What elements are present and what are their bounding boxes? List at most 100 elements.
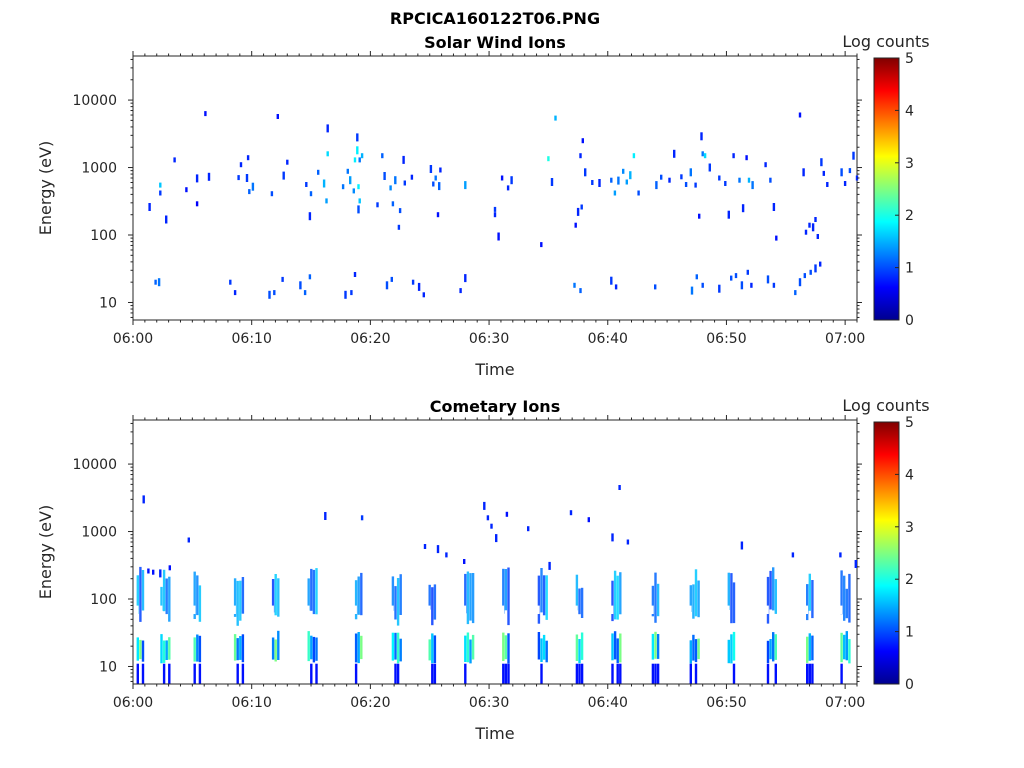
heatmap-cell (502, 663, 505, 684)
heatmap-cell (808, 663, 811, 684)
heatmap-cell (207, 172, 211, 181)
heatmap-cell (277, 578, 280, 617)
heatmap-cell (417, 282, 421, 291)
heatmap-cell (354, 580, 358, 620)
heatmap-cell (433, 584, 437, 620)
colorbar-tick-label: 2 (905, 572, 914, 588)
y-axis-ticks-1: 10 100 1000 10000 (72, 58, 862, 318)
heatmap-cell (840, 663, 843, 684)
x-tick-label: 07:00 (825, 331, 865, 347)
heatmap-cell (307, 631, 310, 662)
heatmap-cell (791, 552, 795, 558)
heatmap-cell (353, 157, 357, 163)
x-axis-label-2: Time (474, 724, 514, 743)
heatmap-cell (689, 663, 692, 684)
heatmap-cell (315, 568, 318, 615)
heatmap-cell (305, 182, 308, 187)
heatmap-cell (843, 634, 846, 660)
heatmap-cell (724, 181, 727, 186)
heatmap-cell (611, 633, 614, 661)
heatmap-cell (848, 639, 851, 664)
heatmap-cell (303, 290, 307, 296)
heatmap-cell (436, 545, 440, 554)
y-tick-label: 1000 (81, 525, 117, 541)
heatmap-cell (315, 663, 318, 684)
heatmap-cell (727, 572, 730, 610)
heatmap-cell (308, 212, 312, 221)
heatmap-cell (625, 179, 628, 185)
x-tick-label: 06:00 (113, 331, 153, 347)
heatmap-cell (469, 573, 472, 621)
heatmap-cell (843, 575, 846, 621)
heatmap-cell (629, 171, 632, 180)
heatmap-cell (159, 190, 162, 196)
heatmap-cell (718, 284, 721, 293)
heatmap-cell (241, 577, 245, 614)
heatmap-cell (507, 663, 510, 684)
heatmap-cell (396, 663, 400, 684)
heatmap-cell (434, 175, 437, 181)
x-tick-label: 06:10 (232, 695, 272, 711)
heatmap-cell (840, 168, 843, 177)
heatmap-cell (204, 111, 207, 117)
heatmap-cell (463, 559, 466, 564)
heatmap-cell (542, 575, 546, 616)
colorbar-tick-label: 0 (905, 677, 914, 693)
heatmap-cell (510, 176, 513, 185)
panel-1-title: Solar Wind Ions (424, 33, 566, 52)
heatmap-cell (239, 580, 242, 621)
colorbar-tick-label: 3 (905, 156, 914, 172)
heatmap-cell (165, 640, 168, 660)
heatmap-cell (403, 180, 406, 186)
heatmap-cell (198, 585, 202, 622)
heatmap-cell (360, 635, 363, 660)
heatmap-cell (540, 638, 543, 662)
heatmap-cell (286, 159, 289, 165)
heatmap-cell (610, 276, 613, 285)
heatmap-cell (399, 638, 402, 662)
heatmap-cell (193, 637, 196, 662)
x-tick-label: 06:40 (588, 331, 628, 347)
heatmap-cell (402, 155, 405, 164)
heatmap-cell (690, 286, 694, 295)
heatmap-cell (160, 634, 163, 664)
heatmap-gap (805, 605, 808, 614)
colorbar-ticks-1: 0 1 2 3 4 5 (895, 51, 914, 329)
x-axis-ticks-2: 06:00 06:10 06:20 06:30 06:40 06:50 07:00 (113, 415, 865, 711)
heatmap-cell (545, 640, 548, 663)
heatmap-cell (820, 158, 823, 167)
heatmap-cell (548, 561, 551, 570)
heatmap-cell (154, 279, 157, 285)
heatmap-cell (497, 232, 500, 241)
heatmap-cell (168, 663, 171, 684)
heatmap-cell (809, 269, 812, 275)
heatmap-cell (500, 175, 504, 181)
heatmap-cell (727, 210, 730, 219)
heatmap-cell (233, 290, 237, 296)
heatmap-cell (495, 534, 498, 543)
heatmap-cell (694, 663, 698, 684)
colorbar-1 (873, 57, 900, 321)
heatmap-cell (580, 632, 584, 660)
heatmap-cell (689, 585, 692, 612)
heatmap-cell (344, 290, 347, 299)
heatmap-gap (726, 605, 730, 614)
heatmap-cell (141, 663, 145, 684)
x-axis-label-1: Time (474, 360, 514, 379)
heatmap-cell (692, 634, 695, 661)
y-tick-label: 10 (99, 295, 117, 311)
heatmap-cell (708, 163, 711, 172)
heatmap-cell (843, 181, 847, 186)
heatmap-cell (798, 112, 802, 118)
heatmap-cell (839, 552, 842, 558)
heatmap-cell (308, 274, 312, 280)
heatmap-cell (700, 132, 703, 141)
heatmap-cell (233, 578, 237, 617)
heatmap-cell (162, 663, 166, 684)
heatmap-cell (398, 208, 402, 214)
heatmap-cell (159, 182, 162, 188)
heatmap-cell (698, 213, 701, 219)
heatmap-cell (195, 201, 199, 207)
heatmap-cell (502, 632, 505, 661)
heatmap-gap (306, 605, 310, 614)
